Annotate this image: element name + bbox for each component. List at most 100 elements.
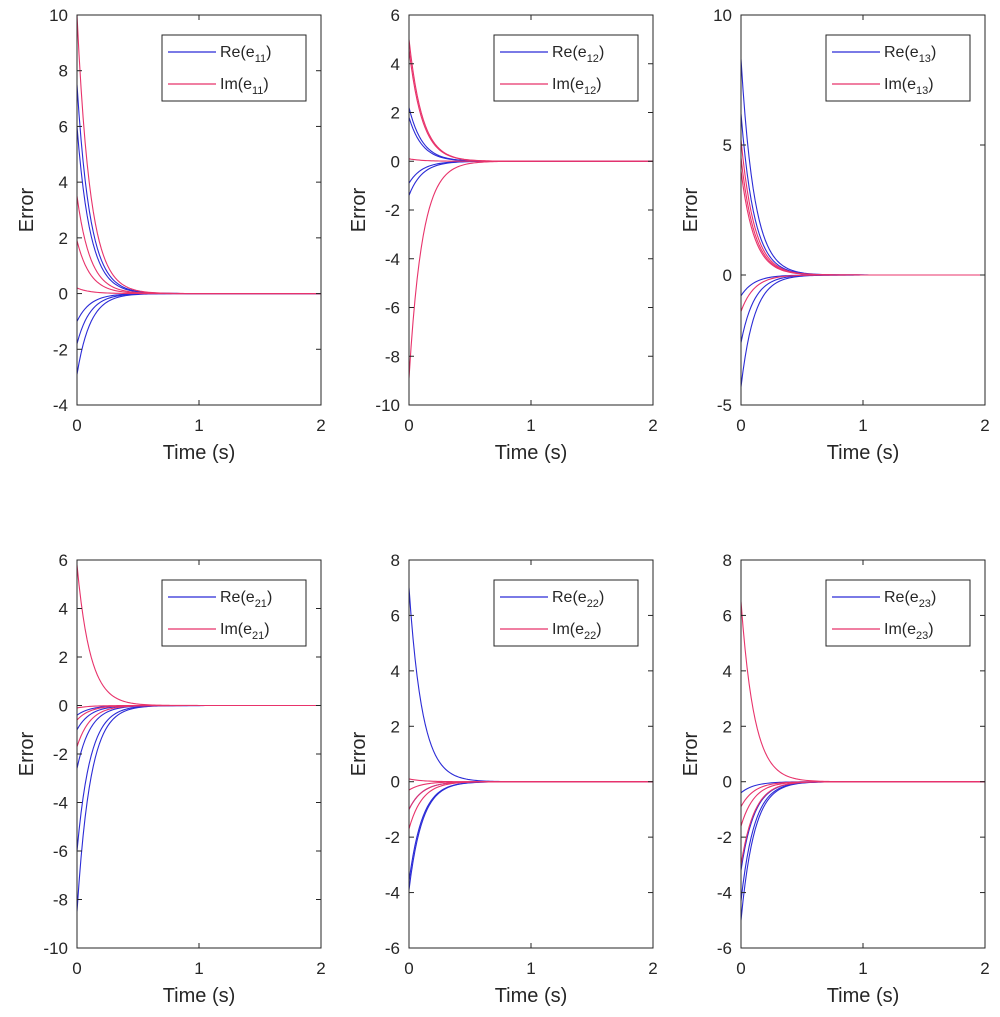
y-tick-label: 2	[59, 229, 68, 248]
y-tick-label: 10	[49, 6, 68, 25]
x-tick-label: 0	[72, 959, 81, 978]
series-line-re-4	[741, 274, 985, 343]
y-tick-label: -10	[375, 396, 400, 415]
y-tick-label: 2	[723, 717, 732, 736]
legend-label: Re(e22)	[552, 589, 604, 610]
series-group	[741, 59, 985, 387]
series-line-re-4	[409, 160, 653, 196]
y-tick-label: -8	[385, 347, 400, 366]
chart-panel-6: 0 1 2 -6 -4 -2 0 2 4 6 8 Time (s) Error Re(e23) Im(e23…	[680, 551, 990, 1007]
series-line-re-3	[741, 781, 985, 901]
legend-label: Re(e21)	[220, 589, 272, 610]
series-line-im-2	[741, 157, 985, 276]
series-line-im-2	[741, 781, 985, 807]
x-tick-label: 2	[980, 416, 989, 435]
y-tick-label: -2	[385, 201, 400, 220]
y-tick-label: 4	[391, 55, 400, 74]
x-tick-label: 1	[526, 959, 535, 978]
legend-box	[825, 579, 971, 647]
x-tick-label: 2	[648, 416, 657, 435]
series-line-im-4	[741, 781, 985, 865]
series-line-re-4	[77, 704, 321, 852]
series-line-re-5	[741, 274, 985, 387]
y-tick-label: 0	[723, 773, 732, 792]
legend-label: Re(e12)	[552, 44, 604, 65]
series-group	[409, 39, 653, 379]
series-line-im-2	[77, 195, 321, 295]
legend-label: Re(e11)	[220, 44, 271, 65]
series-line-im-3	[741, 781, 985, 827]
legend-label: Re(e13)	[884, 44, 936, 65]
legend-label: Re(e23)	[884, 589, 936, 610]
y-axis-label: Error	[680, 731, 702, 776]
y-tick-label: 6	[391, 6, 400, 25]
x-axis-label: Time (s)	[163, 985, 236, 1007]
series-group	[741, 601, 985, 921]
y-axis-label: Error	[348, 187, 370, 232]
y-tick-label: 5	[723, 136, 732, 155]
y-tick-label: 2	[391, 104, 400, 123]
x-tick-label: 1	[858, 959, 867, 978]
y-tick-label: -2	[385, 828, 400, 847]
series-line-re-3	[409, 160, 653, 184]
y-tick-label: -4	[385, 884, 400, 903]
y-tick-label: 4	[59, 173, 68, 192]
y-tick-label: 8	[391, 551, 400, 570]
x-tick-label: 2	[648, 959, 657, 978]
series-line-im-3	[409, 781, 653, 810]
y-tick-label: -6	[53, 842, 68, 861]
legend-box	[161, 579, 307, 647]
y-axis-label: Error	[16, 187, 38, 232]
x-tick-label: 1	[858, 416, 867, 435]
legend: Re(e23) Im(e23)	[825, 579, 971, 647]
series-line-re-2	[409, 781, 653, 810]
y-tick-label: -6	[385, 299, 400, 318]
y-tick-label: 2	[59, 648, 68, 667]
legend-box	[161, 34, 307, 102]
series-line-re-4	[741, 781, 985, 921]
series-line-im-3	[77, 240, 321, 295]
x-tick-label: 0	[736, 416, 745, 435]
x-axis-label: Time (s)	[827, 985, 900, 1007]
y-tick-label: -8	[53, 891, 68, 910]
y-axis-label: Error	[680, 187, 702, 232]
legend-box	[493, 34, 639, 102]
y-tick-label: -2	[53, 340, 68, 359]
chart-panel-1: 0 1 2 -4 -2 0 2 4 6 8 10 Time (s) Error Re(e11) Im(e11…	[16, 6, 326, 464]
series-line-im-4	[77, 287, 321, 295]
y-tick-label: 0	[59, 697, 68, 716]
series-line-re-1	[77, 84, 321, 295]
y-tick-label: 0	[391, 773, 400, 792]
chart-panel-5: 0 1 2 -6 -4 -2 0 2 4 6 8 Time (s) Error Re(e22) Im(e22…	[348, 551, 658, 1007]
series-line-re-4	[409, 781, 653, 890]
series-line-im-4	[741, 274, 985, 312]
y-tick-label: -4	[717, 884, 732, 903]
series-line-re-2	[77, 126, 321, 295]
y-axis-label: Error	[16, 731, 38, 776]
y-tick-label: -2	[717, 828, 732, 847]
series-line-re-5	[77, 293, 321, 375]
x-axis-label: Time (s)	[827, 442, 900, 464]
x-tick-label: 0	[404, 959, 413, 978]
legend-label: Im(e23)	[884, 621, 934, 642]
chart-panel-2: 0 1 2 -10 -8 -6 -4 -2 0 2 4 6 Time (s) Error Re(e12) Im…	[348, 6, 658, 464]
y-tick-label: 0	[59, 285, 68, 304]
y-tick-label: -6	[385, 939, 400, 958]
y-tick-label: 6	[59, 117, 68, 136]
y-tick-label: 6	[59, 551, 68, 570]
legend: Re(e11) Im(e11)	[161, 34, 307, 102]
y-tick-label: 4	[59, 600, 68, 619]
series-line-im-4	[409, 781, 653, 829]
series-line-re-5	[77, 704, 321, 912]
series-line-im-1	[741, 139, 985, 276]
legend-box	[825, 34, 971, 102]
series-line-re-3	[741, 274, 985, 297]
x-tick-label: 2	[316, 959, 325, 978]
series-line-re-4	[77, 293, 321, 344]
series-line-im-4	[409, 160, 653, 379]
x-tick-label: 2	[980, 959, 989, 978]
legend-label: Im(e13)	[884, 76, 934, 97]
x-tick-label: 1	[194, 959, 203, 978]
y-axis-label: Error	[348, 731, 370, 776]
